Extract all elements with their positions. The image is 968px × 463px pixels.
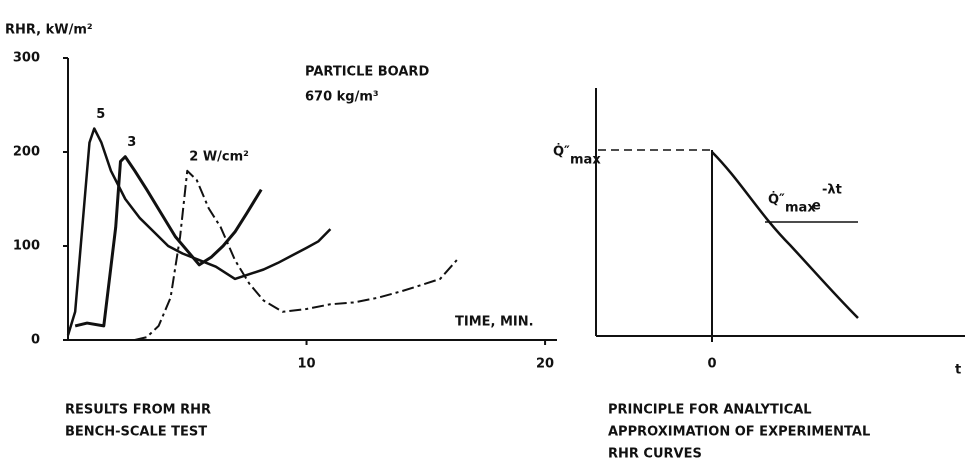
- x-tick-label: 10: [297, 357, 315, 372]
- annotation: 670 kg/m³: [305, 90, 379, 105]
- x-tick-label: 0: [707, 357, 716, 372]
- x-axis-label: t: [955, 363, 961, 378]
- caption: RHR CURVES: [608, 447, 702, 462]
- caption: BENCH-SCALE TEST: [65, 425, 207, 440]
- series-label: 3: [127, 135, 136, 150]
- caption: APPROXIMATION OF EXPERIMENTAL: [608, 425, 870, 440]
- rhr-chart: RHR, kW/m² TIME, MIN. PARTICLE BOARD 670…: [5, 23, 557, 440]
- principle-diagram: Q̇″ max Q̇″ max e -λt 0 t PRINCIPLE FOR …: [553, 88, 965, 462]
- x-tick-label: 20: [536, 357, 554, 372]
- series-label: 2 W/cm²: [189, 149, 249, 164]
- formula-symbol: Q̇″: [768, 192, 785, 207]
- y-tick-label: 0: [31, 333, 40, 348]
- series-label: 5: [96, 107, 105, 122]
- y-axis-label: RHR, kW/m²: [5, 23, 93, 38]
- decay-curve: [711, 151, 859, 319]
- caption: PRINCIPLE FOR ANALYTICAL: [608, 403, 812, 418]
- formula-subscript: max: [785, 201, 816, 216]
- formula-e: e: [812, 199, 821, 214]
- x-axis-label: TIME, MIN.: [455, 315, 534, 330]
- series-line: [74, 155, 263, 328]
- series-line: [66, 127, 332, 336]
- series-line: [134, 169, 458, 341]
- y-subscript: max: [570, 153, 601, 168]
- annotation: PARTICLE BOARD: [305, 65, 429, 80]
- y-symbol: Q̇″: [553, 144, 570, 159]
- y-tick-label: 300: [13, 51, 40, 66]
- formula-exponent: -λt: [822, 183, 842, 198]
- y-tick-label: 200: [13, 145, 40, 160]
- caption: RESULTS FROM RHR: [65, 403, 211, 418]
- y-tick-label: 100: [13, 239, 40, 254]
